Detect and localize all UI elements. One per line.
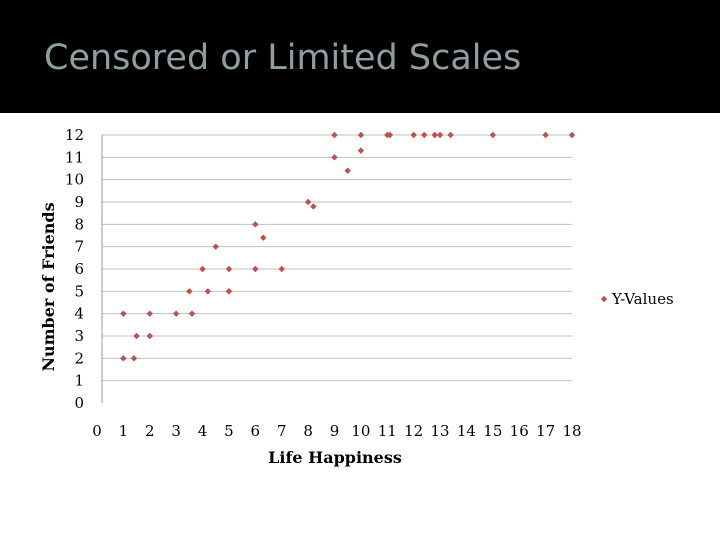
y-tick-label: 0 — [74, 394, 84, 412]
y-axis-title: Number of Friends — [39, 202, 58, 371]
data-point — [225, 265, 233, 273]
x-tick-labels: 0 1 2 3 4 5 6 7 8 9 10 11 12 13 14 15 16 17 18 — [92, 422, 581, 440]
data-point — [130, 355, 138, 362]
data-point — [357, 147, 365, 154]
slide-title: Censored or Limited Scales — [44, 38, 522, 78]
y-tick-label: 5 — [74, 282, 84, 300]
data-point — [278, 265, 285, 273]
data-points — [120, 131, 576, 362]
x-tick-label: 3 — [171, 422, 181, 440]
data-point — [431, 131, 438, 139]
y-tick-label: 7 — [74, 238, 84, 256]
x-tick-label: 13 — [431, 422, 450, 440]
data-point — [489, 131, 497, 139]
data-point — [344, 167, 351, 174]
x-tick-label: 5 — [224, 422, 234, 440]
data-point — [225, 288, 233, 295]
data-point — [146, 310, 153, 317]
y-tick-label: 12 — [65, 126, 84, 144]
data-point — [146, 332, 153, 340]
data-point — [410, 131, 417, 139]
data-point — [260, 234, 267, 241]
data-point — [357, 131, 365, 139]
y-tick-label: 9 — [74, 193, 84, 211]
x-tick-label: 16 — [510, 422, 529, 440]
data-point — [212, 243, 219, 250]
data-point — [331, 154, 338, 161]
data-point — [252, 265, 259, 273]
x-tick-label: 8 — [303, 422, 313, 440]
y-tick-label: 10 — [65, 171, 84, 189]
data-point — [568, 131, 576, 139]
chart-area: 0 1 2 3 4 5 6 7 8 9 10 11 12 0 1 2 3 4 5 6 7 8 9 10 11 12 13 14 15 1… — [0, 113, 720, 540]
x-tick-label: 4 — [198, 422, 208, 440]
data-point — [304, 198, 312, 206]
x-tick-label: 7 — [277, 422, 287, 440]
data-point — [120, 355, 127, 362]
y-tick-label: 3 — [74, 327, 84, 345]
y-tick-label: 11 — [65, 148, 84, 166]
grid-lines — [102, 134, 572, 382]
data-point — [542, 131, 549, 139]
x-tick-label: 17 — [536, 422, 555, 440]
x-tick-label: 10 — [351, 422, 370, 440]
legend-marker-y-values — [600, 295, 608, 303]
x-tick-label: 0 — [92, 422, 102, 440]
legend-label-y-values: Y-Values — [611, 290, 674, 308]
data-point — [120, 310, 127, 317]
data-point — [199, 265, 206, 273]
data-point — [436, 131, 444, 139]
data-point — [252, 221, 259, 228]
x-tick-label: 15 — [483, 422, 502, 440]
y-tick-label: 1 — [74, 372, 84, 390]
x-tick-label: 2 — [145, 422, 155, 440]
x-axis-title: Life Happiness — [268, 448, 402, 467]
x-tick-label: 6 — [251, 422, 261, 440]
data-point — [386, 131, 394, 139]
x-tick-label: 9 — [330, 422, 340, 440]
x-tick-label: 14 — [457, 422, 476, 440]
x-tick-label: 11 — [378, 422, 397, 440]
data-point — [172, 310, 180, 317]
title-bar: Censored or Limited Scales — [0, 0, 720, 113]
legend: Y-Values — [600, 290, 674, 308]
data-point — [186, 288, 193, 295]
y-tick-label: 2 — [74, 349, 84, 367]
data-point — [188, 310, 196, 317]
data-point — [204, 288, 212, 295]
data-point — [331, 131, 338, 139]
data-point — [447, 131, 454, 139]
x-tick-label: 18 — [562, 422, 581, 440]
y-tick-label: 8 — [74, 215, 84, 233]
y-tick-label: 4 — [74, 305, 84, 323]
data-point — [310, 203, 317, 210]
x-tick-label: 1 — [119, 422, 129, 440]
y-tick-label: 6 — [74, 260, 84, 278]
data-point — [421, 131, 428, 139]
data-point — [133, 332, 140, 340]
x-tick-label: 12 — [404, 422, 423, 440]
